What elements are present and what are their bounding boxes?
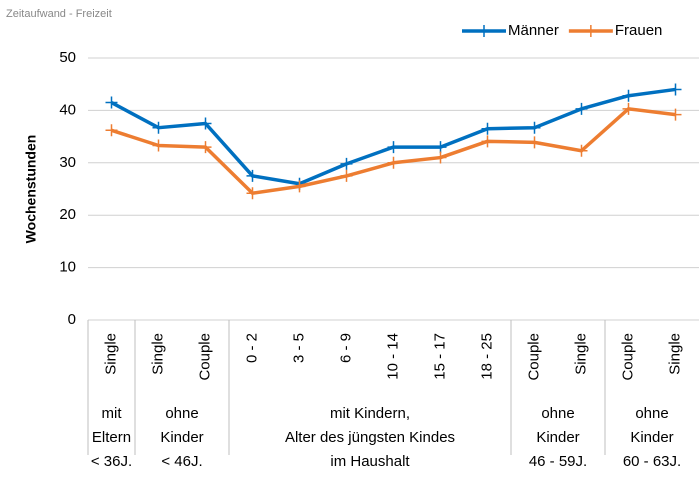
y-tick-label: 10 [59, 259, 76, 276]
legend-marker [584, 25, 597, 37]
group-label: ohne [541, 405, 574, 422]
group-label: mit [102, 405, 123, 422]
point-marker [293, 180, 306, 193]
point-marker [575, 144, 588, 157]
point-marker [199, 141, 212, 154]
group-label: Alter des jüngsten Kindes [285, 429, 455, 446]
point-marker [622, 89, 635, 102]
group-label: 60 - 63J. [623, 453, 681, 470]
x-tick-label: 15 - 17 [431, 333, 448, 380]
group-label: Kinder [630, 429, 673, 446]
x-tick-label: 18 - 25 [478, 333, 495, 380]
series-line [110, 87, 676, 186]
group-label: ohne [635, 405, 668, 422]
chart-subtitle: Zeitaufwand - Freizeit [6, 8, 112, 20]
point-marker [199, 117, 212, 130]
group-label: Kinder [160, 429, 203, 446]
point-marker [669, 83, 682, 96]
group-label: < 36J. [91, 453, 132, 470]
y-axis-label: Wochenstunden [23, 135, 39, 244]
group-label: ohne [165, 405, 198, 422]
y-tick-label: 40 [59, 101, 76, 118]
legend-label: Frauen [615, 22, 663, 39]
y-tick-label: 0 [68, 311, 76, 328]
group-label: Kinder [536, 429, 579, 446]
group-label: Eltern [92, 429, 131, 446]
y-tick-label: 50 [59, 49, 76, 66]
point-marker [528, 121, 541, 134]
x-tick-label: Single [572, 333, 589, 375]
point-marker [246, 187, 259, 200]
point-marker [340, 169, 353, 182]
y-tick-label: 30 [59, 154, 76, 171]
group-label: < 46J. [161, 453, 202, 470]
point-marker [434, 151, 447, 164]
x-tick-label: Single [666, 333, 683, 375]
legend-label: Männer [508, 22, 559, 39]
x-tick-label: 3 - 5 [290, 333, 307, 363]
x-tick-label: Single [102, 333, 119, 375]
point-marker [152, 121, 165, 134]
point-marker [669, 108, 682, 121]
x-tick-label: Couple [196, 333, 213, 381]
x-tick-label: 0 - 2 [243, 333, 260, 363]
point-marker [105, 96, 118, 109]
point-marker [481, 135, 494, 148]
point-marker [528, 136, 541, 149]
x-tick-label: Couple [619, 333, 636, 381]
point-marker [481, 122, 494, 135]
group-label: 46 - 59J. [529, 453, 587, 470]
point-marker [387, 156, 400, 169]
point-marker [387, 141, 400, 154]
point-marker [105, 124, 118, 137]
point-marker [152, 139, 165, 152]
point-marker [622, 102, 635, 115]
x-tick-label: Couple [525, 333, 542, 381]
x-tick-label: 10 - 14 [384, 333, 401, 380]
point-marker [575, 102, 588, 115]
point-marker [434, 141, 447, 154]
legend-marker [478, 25, 490, 37]
x-tick-label: 6 - 9 [337, 333, 354, 363]
group-label: mit Kindern, [330, 405, 410, 422]
y-tick-label: 20 [59, 206, 76, 223]
point-marker [246, 169, 259, 182]
group-label: im Haushalt [330, 453, 410, 470]
x-tick-label: Single [149, 333, 166, 375]
point-marker [340, 157, 353, 170]
